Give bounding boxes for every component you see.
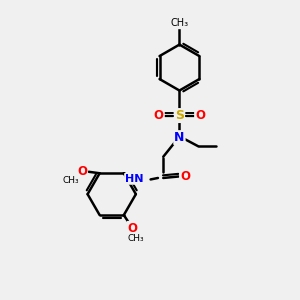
Text: CH₃: CH₃ [170,18,188,28]
Text: O: O [77,165,87,178]
Text: HN: HN [125,174,143,184]
Text: CH₃: CH₃ [127,234,144,243]
Text: O: O [180,170,190,183]
Text: N: N [174,131,184,144]
Text: CH₃: CH₃ [63,176,80,184]
Text: O: O [154,109,164,122]
Text: O: O [128,222,138,235]
Text: O: O [195,109,205,122]
Text: S: S [175,109,184,122]
